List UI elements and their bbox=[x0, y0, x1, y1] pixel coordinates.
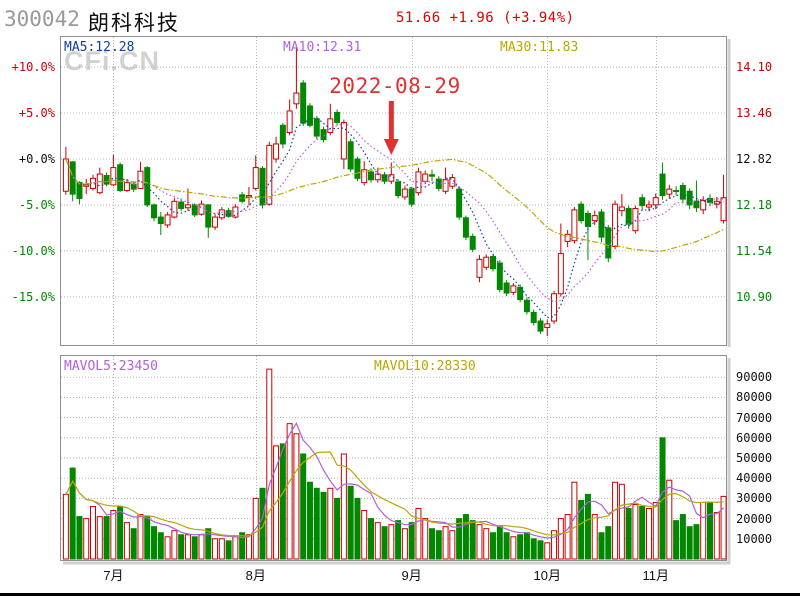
price-axis-left-label: +5.0% bbox=[18, 106, 55, 121]
price-axis-right-label: 10.90 bbox=[736, 289, 773, 304]
volume-axis-label: 20000 bbox=[736, 511, 773, 526]
x-axis-month-label: 8月 bbox=[245, 568, 266, 583]
bottom-rule bbox=[0, 593, 800, 596]
x-axis-month-label: 10月 bbox=[533, 568, 561, 583]
annotation-date: 2022-08-29 bbox=[329, 74, 461, 98]
volume-axis-label: 10000 bbox=[736, 531, 773, 546]
price-axis-right-label: 12.82 bbox=[736, 152, 773, 166]
volume-axis-label: 80000 bbox=[736, 390, 773, 405]
volume-axis-label: 90000 bbox=[736, 370, 773, 385]
stock-code: 300042 bbox=[4, 7, 80, 31]
cfi-watermark: CFi.CN bbox=[64, 46, 160, 76]
price-axis-left-label: -10.0% bbox=[11, 243, 55, 258]
x-axis-month-label: 11月 bbox=[642, 568, 670, 583]
ma5-label: MA5:12.28 bbox=[64, 40, 135, 55]
volume-axis-label: 30000 bbox=[736, 491, 773, 506]
volume-axis-label: 50000 bbox=[736, 451, 773, 465]
volume-axis-label: 60000 bbox=[736, 430, 773, 445]
x-axis-month-label: 7月 bbox=[103, 568, 124, 583]
volume-axis-label: 40000 bbox=[736, 471, 773, 486]
price-axis-right-label: 13.46 bbox=[736, 106, 773, 121]
volume-axis-label: 70000 bbox=[736, 410, 773, 425]
price-axis-right-label: 11.54 bbox=[736, 243, 773, 258]
price-axis-right-label: 12.18 bbox=[736, 197, 773, 212]
stock-name: 朗科科技 bbox=[88, 12, 180, 35]
price-axis-right-label: 14.10 bbox=[736, 60, 773, 75]
price-axis-left-label: +0.0% bbox=[18, 152, 55, 166]
ma30-label: MA30:11.83 bbox=[500, 40, 579, 55]
annotation-arrow bbox=[388, 101, 394, 139]
price-axis-left-label: +10.0% bbox=[11, 60, 55, 75]
price-axis-left-label: -15.0% bbox=[11, 289, 55, 304]
price-axis-left-label: -5.0% bbox=[18, 197, 55, 212]
x-axis-month-label: 9月 bbox=[401, 568, 422, 583]
ma10-label: MA10:12.31 bbox=[283, 40, 362, 55]
stock-quote: 51.66 +1.96 (+3.94%) bbox=[396, 10, 575, 26]
mavol10-label: MAVOL10:28330 bbox=[374, 359, 476, 374]
mavol5-label: MAVOL5:23450 bbox=[64, 359, 158, 374]
